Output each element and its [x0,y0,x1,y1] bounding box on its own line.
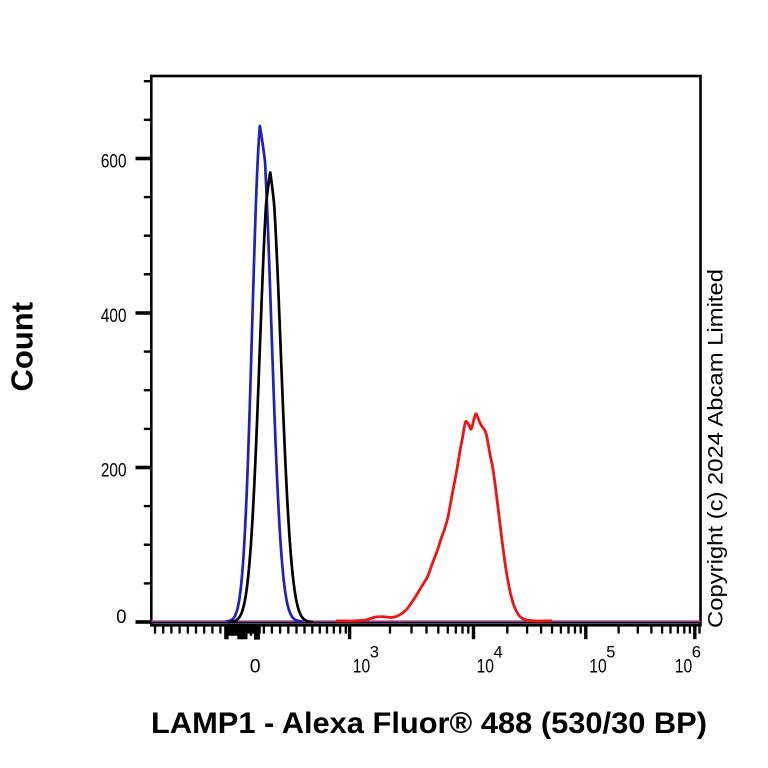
svg-text:LAMP1 - Alexa Fluor® 488 (530/: LAMP1 - Alexa Fluor® 488 (530/30 BP) [151,707,707,740]
svg-text:4: 4 [494,643,503,662]
svg-text:3: 3 [370,643,379,662]
svg-text:Count: Count [5,302,40,392]
svg-text:0: 0 [250,655,261,677]
svg-text:5: 5 [606,643,615,662]
svg-text:400: 400 [101,305,127,327]
svg-text:10: 10 [477,655,495,677]
svg-text:200: 200 [101,460,127,482]
svg-text:10: 10 [353,655,371,677]
svg-text:10: 10 [589,655,607,677]
svg-text:6: 6 [692,643,701,662]
svg-text:0: 0 [116,606,126,628]
svg-text:600: 600 [101,151,127,173]
svg-text:Copyright (c) 2024 Abcam Limit: Copyright (c) 2024 Abcam Limited [705,269,728,628]
svg-text:10: 10 [675,655,693,677]
